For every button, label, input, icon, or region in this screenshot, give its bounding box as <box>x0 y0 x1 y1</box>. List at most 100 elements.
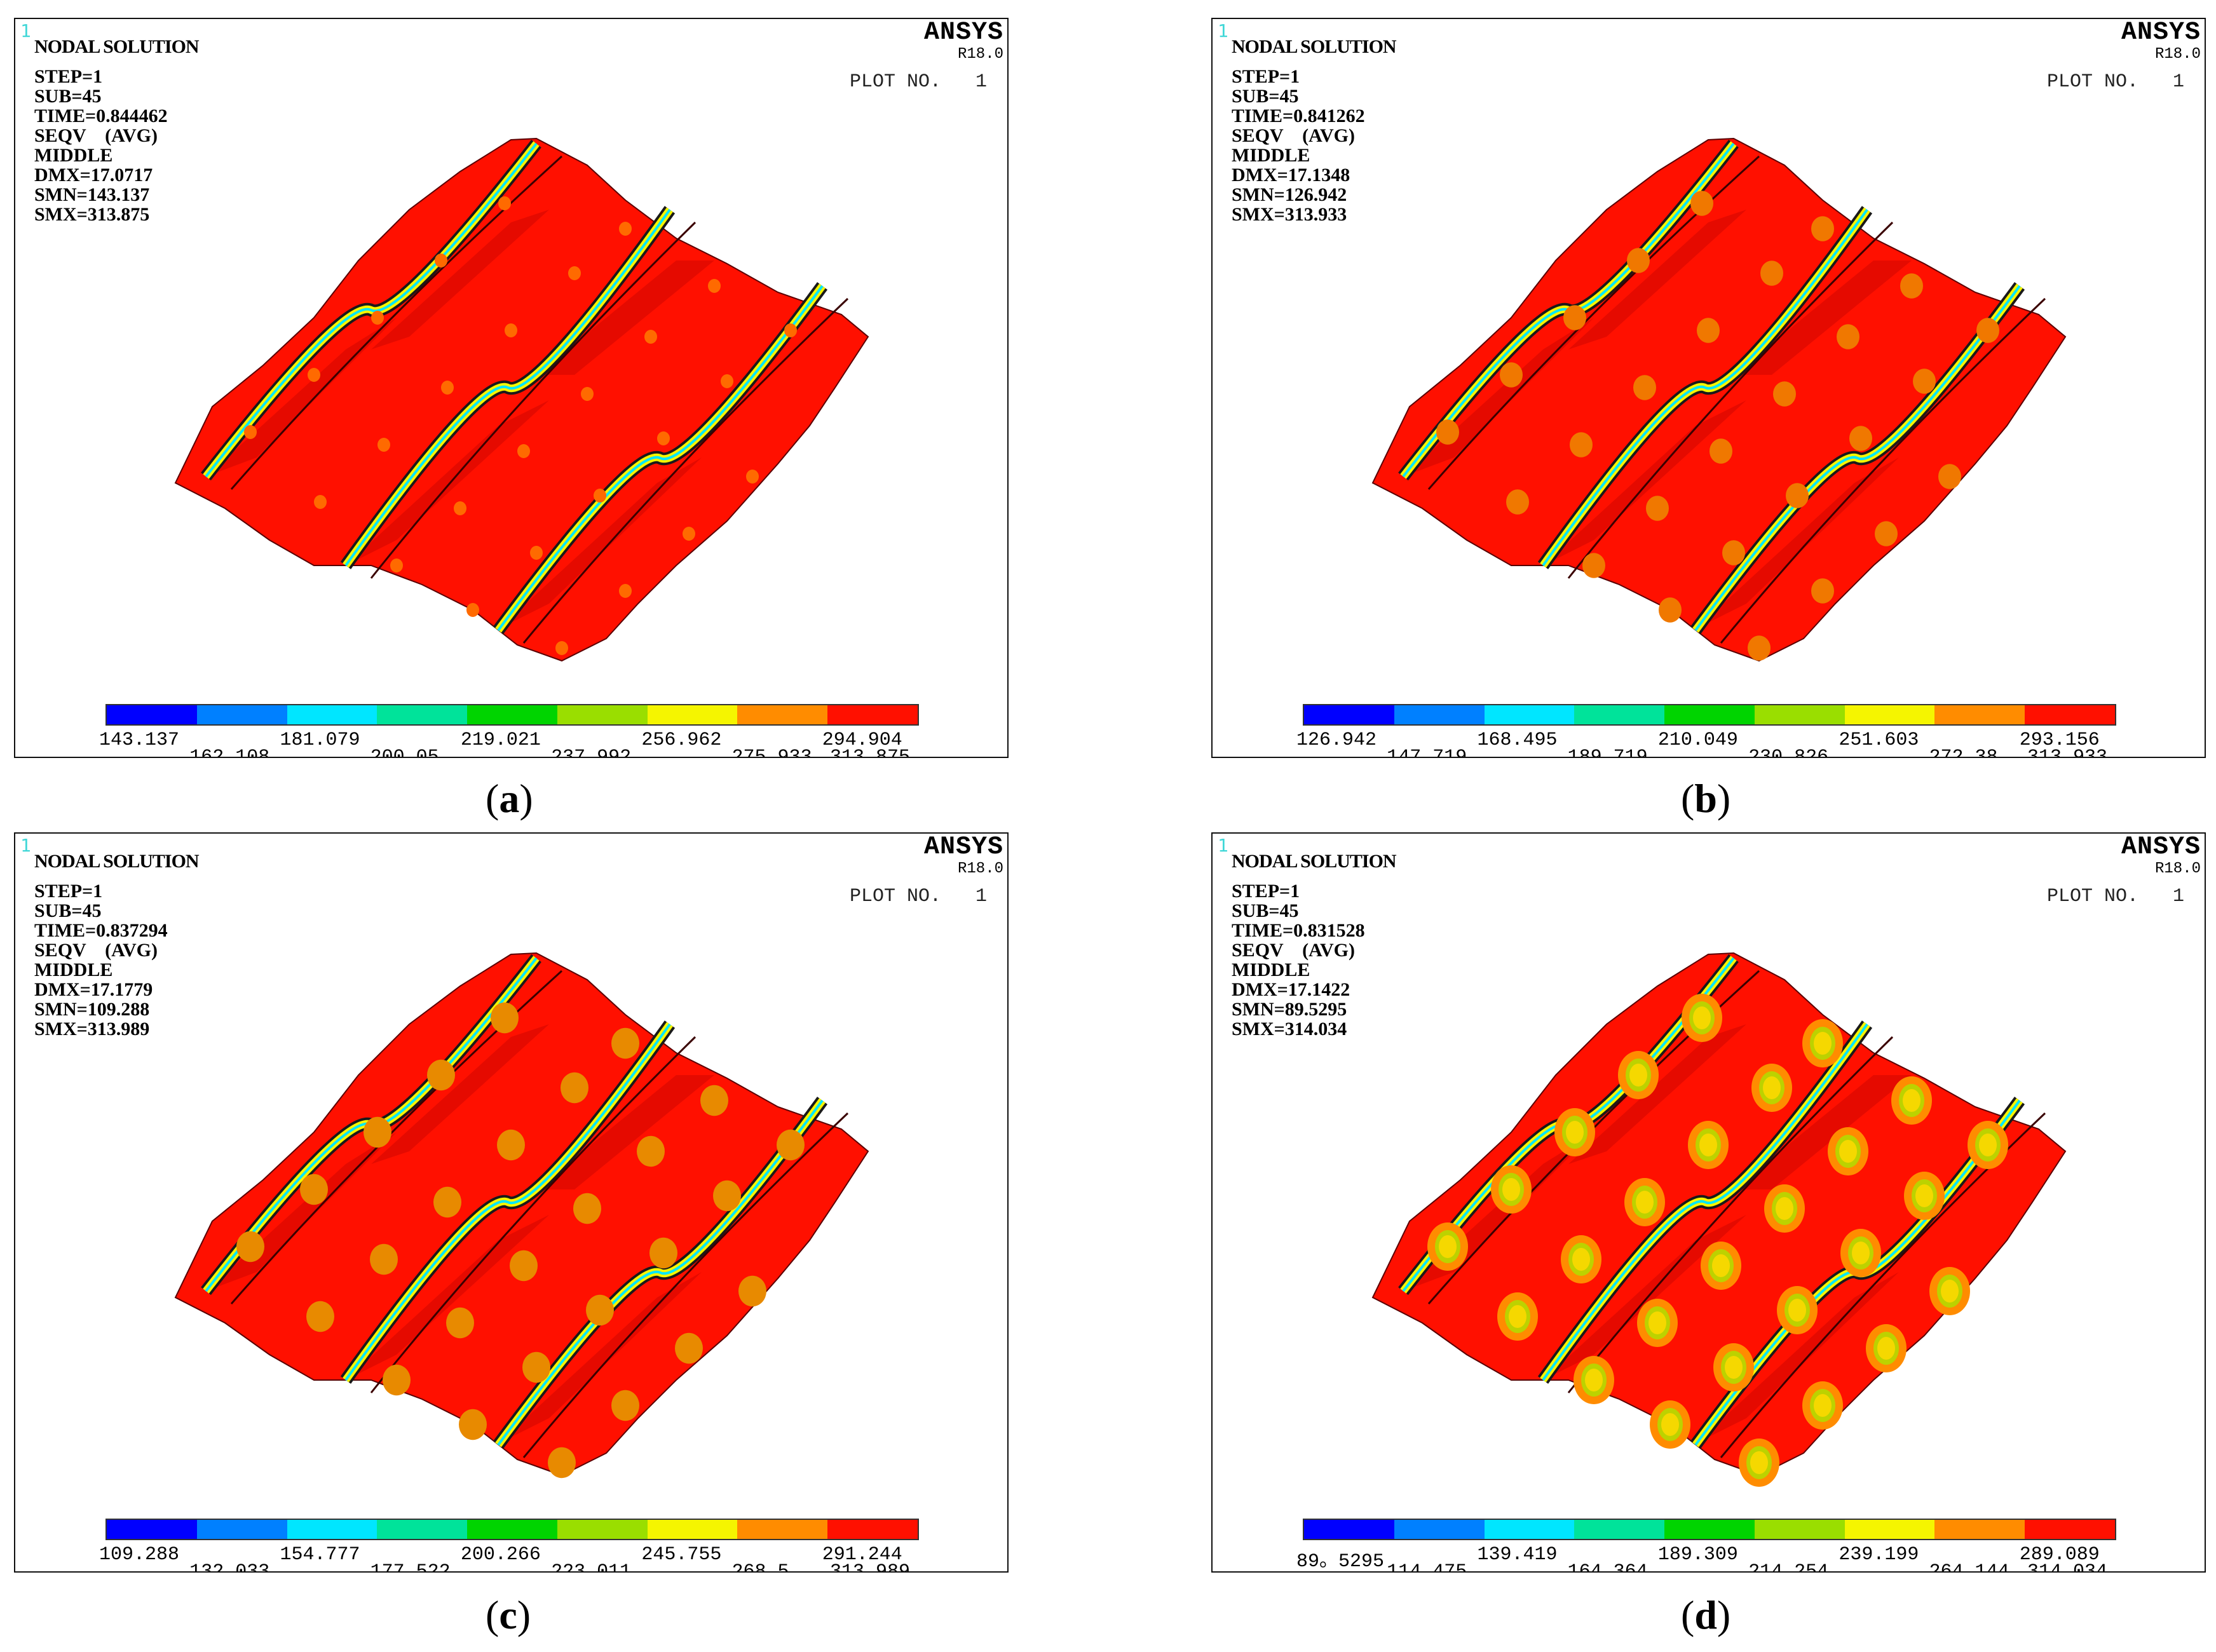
stress-spot <box>777 1129 805 1161</box>
legend-value: 147.719 <box>1387 747 1467 758</box>
stiffener-rib-edge <box>344 1023 671 1381</box>
solution-info-line: MIDDLE <box>1232 959 1310 980</box>
stress-spot <box>1566 1121 1584 1144</box>
stress-spot <box>1915 1184 1933 1207</box>
legend-value: 275.933 <box>731 747 812 758</box>
legend-value: 132.033 <box>189 1561 270 1573</box>
legend-value: 214.254 <box>1748 1561 1829 1573</box>
plate-fold-line <box>1567 221 1894 579</box>
color-legend-bar <box>1303 1519 2116 1540</box>
panel-index-number: 1 <box>1218 20 1228 41</box>
stress-spot <box>1979 1134 1997 1156</box>
stiffener-rib-edge <box>497 285 824 632</box>
panel-caption-d: (d) <box>1681 1592 1731 1637</box>
plate-fold-line <box>1720 297 2046 644</box>
legend-swatch <box>287 705 377 724</box>
stress-spot <box>619 222 632 236</box>
panel-caption-c: (c) <box>486 1592 531 1637</box>
brand-name: ANSYS <box>923 18 1003 47</box>
plate-model <box>174 952 869 1479</box>
stress-spot <box>594 489 606 503</box>
legend-value: 272.38 <box>1929 747 1998 758</box>
caption-letter: d <box>1694 1592 1717 1637</box>
stress-shade <box>371 210 549 349</box>
ansys-brand: ANSYS R18.0 <box>2121 834 2201 877</box>
stress-spot <box>466 603 479 617</box>
stress-spot <box>1710 438 1732 464</box>
solution-title: NODAL SOLUTION <box>1232 36 1397 57</box>
solution-info-line: SMX=314.034 <box>1232 1019 1347 1039</box>
stress-spot <box>1636 1191 1654 1214</box>
stress-spot <box>1690 191 1713 216</box>
stress-spot <box>568 266 581 280</box>
legend-swatch <box>1484 705 1575 724</box>
brand-version: R18.0 <box>2154 860 2201 877</box>
stress-spot <box>1646 496 1669 521</box>
plot-number-label: PLOT NO. 1 <box>2047 886 2184 907</box>
stress-spot <box>522 1351 550 1383</box>
stress-spot <box>1913 369 1936 394</box>
plot-number: 1 <box>2172 886 2184 907</box>
color-legend-bar <box>1303 704 2116 726</box>
solution-info-line: STEP=1 <box>1232 881 1300 902</box>
plate-model <box>1371 952 2067 1487</box>
solution-info-line: SMX=313.933 <box>1232 204 1347 225</box>
stress-spot <box>1788 1299 1806 1322</box>
stiffener-rib-edge <box>344 208 671 567</box>
plate-surface <box>1371 952 2067 1477</box>
legend-swatch <box>647 1520 738 1539</box>
legend-value: 313.989 <box>830 1561 911 1573</box>
brand-version: R18.0 <box>957 860 1003 877</box>
stress-spot <box>586 1294 614 1326</box>
stress-spot <box>1712 1254 1730 1277</box>
stress-spot <box>1582 553 1605 578</box>
solution-info-line: SEQV (AVG) <box>1232 940 1355 961</box>
plot-label: PLOT NO. <box>2046 71 2138 93</box>
legend-value: 189.309 <box>1657 1544 1738 1566</box>
legend-swatch <box>2025 705 2116 724</box>
legend-swatch <box>467 705 557 724</box>
stress-spot <box>1852 1242 1870 1264</box>
solution-info: NODAL SOLUTION STEP=1 SUB=45 TIME=0.844462 S… <box>34 37 200 224</box>
stress-spot <box>1629 1064 1647 1087</box>
plot-number: 1 <box>975 71 987 93</box>
legend-swatch <box>1394 705 1485 724</box>
stress-spot <box>1661 1413 1679 1436</box>
brand-name: ANSYS <box>923 833 1003 862</box>
plot-number-label: PLOT NO. 1 <box>2047 71 2184 93</box>
legend-swatch <box>1844 705 1935 724</box>
plot-label: PLOT NO. <box>2046 886 2138 907</box>
legend-value: 109.288 <box>99 1544 180 1566</box>
plot-panel-b: 1 NODAL SOLUTION STEP=1 SUB=45 TIME=0.841262… <box>1211 18 2206 758</box>
legend-swatch <box>557 705 648 724</box>
stress-shade <box>536 1075 714 1189</box>
stress-spot <box>1976 318 1999 343</box>
plot-panel-a: 1 NODAL SOLUTION STEP=1 SUB=45 TIME=0.844462… <box>14 18 1009 758</box>
stress-spot <box>435 254 447 267</box>
stress-spot <box>713 1180 741 1212</box>
legend-value: 239.199 <box>1839 1544 1919 1566</box>
plot-number-label: PLOT NO. 1 <box>850 886 987 907</box>
panel-index-number: 1 <box>1218 835 1228 856</box>
solution-info-line: SUB=45 <box>34 900 102 921</box>
solution-info-line: MIDDLE <box>1232 145 1310 166</box>
legend-swatch <box>467 1520 557 1539</box>
legend-swatch <box>1664 705 1755 724</box>
stress-spot <box>377 438 390 452</box>
legend-value: 264.144 <box>1929 1561 2009 1573</box>
stress-spot <box>561 1072 588 1104</box>
stress-spot <box>446 1307 474 1339</box>
stress-spot <box>1693 1006 1711 1029</box>
stress-spot <box>700 1085 728 1116</box>
stress-spot <box>1811 216 1834 241</box>
stress-spot <box>1506 489 1529 515</box>
legend-value: 89。5295 <box>1296 1551 1385 1573</box>
legend-value: 268.5 <box>731 1561 789 1573</box>
stress-spot <box>573 1193 601 1224</box>
legend-value: 154.777 <box>280 1544 360 1566</box>
legend-swatch <box>1934 1520 2025 1539</box>
stress-spot <box>784 323 797 337</box>
stress-spot <box>619 584 632 598</box>
stress-spot <box>1750 1451 1768 1474</box>
brand-version: R18.0 <box>957 46 1003 63</box>
